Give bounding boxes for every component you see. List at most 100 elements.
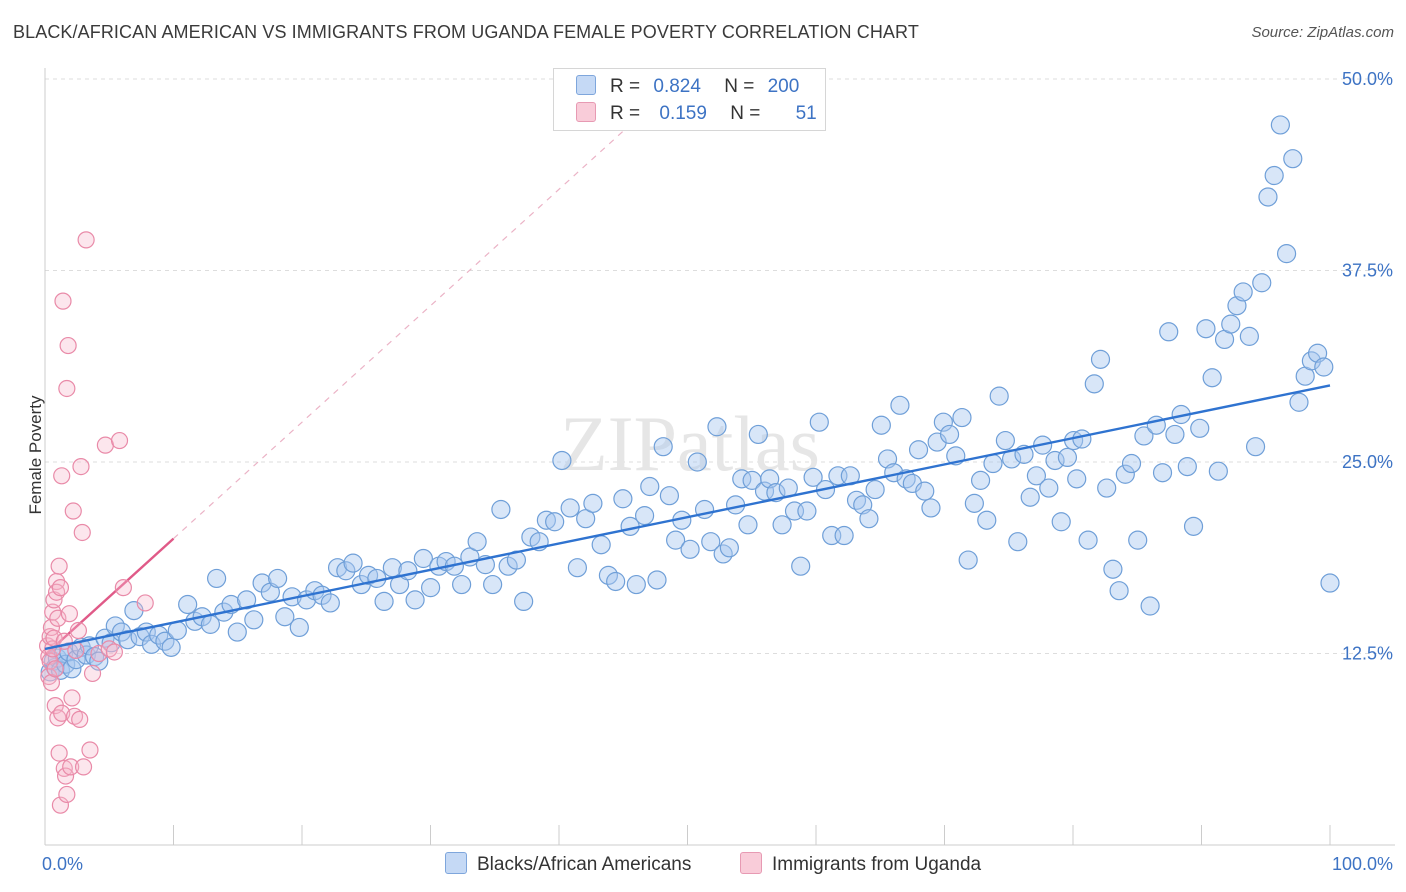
blacks-point: [1208, 461, 1228, 481]
blacks-point: [1165, 424, 1185, 445]
uganda-point: [54, 292, 72, 310]
blacks-point: [701, 532, 721, 552]
blacks-point: [1097, 478, 1117, 498]
blacks-point: [995, 430, 1015, 451]
blacks-point: [1121, 453, 1142, 474]
blacks-point: [1084, 374, 1104, 394]
blacks-point: [343, 553, 363, 573]
blacks-point: [939, 424, 960, 445]
uganda-trend: [44, 78, 682, 656]
blacks-point: [1115, 464, 1135, 484]
blacks-point: [1245, 437, 1266, 457]
blacks-point: [1202, 368, 1222, 388]
blacks-point: [576, 509, 596, 529]
uganda-point: [50, 557, 68, 575]
uganda-point: [110, 431, 129, 450]
uganda-point: [83, 664, 102, 683]
blacks-point: [1072, 429, 1092, 449]
uganda-point: [105, 643, 123, 661]
uganda-point: [114, 579, 132, 597]
uganda-point: [81, 741, 99, 759]
blacks-point: [1008, 532, 1028, 552]
legend-r-label: R =: [610, 76, 641, 97]
blacks-point: [236, 590, 257, 610]
blacks-point: [1128, 530, 1148, 550]
blacks-point: [421, 578, 441, 598]
blacks-point: [732, 469, 752, 489]
blacks-point: [977, 510, 997, 530]
blacks-point: [606, 571, 626, 592]
blacks-point: [1140, 596, 1160, 616]
blacks-point: [653, 437, 673, 457]
blacks-point: [1020, 487, 1040, 507]
blacks-trend-line: [44, 384, 1331, 651]
y-tick-label: 37.5%: [1342, 261, 1393, 281]
uganda-point: [58, 785, 76, 804]
blacks-point: [591, 535, 611, 555]
blacks-point: [1177, 456, 1197, 477]
legend-r-label: R =: [610, 103, 641, 124]
uganda-point: [58, 379, 76, 398]
uganda-point: [71, 710, 89, 728]
blacks-point: [1270, 115, 1290, 135]
blacks-point: [626, 574, 646, 595]
blacks-point: [1045, 450, 1065, 471]
uganda-point: [56, 767, 75, 785]
blacks-point: [1233, 282, 1253, 302]
blacks-point: [958, 550, 978, 570]
legend-n-label: N =: [730, 103, 761, 124]
blacks-point: [1039, 478, 1059, 498]
uganda-point: [62, 758, 80, 776]
blacks-point: [634, 506, 655, 526]
blacks-point: [320, 593, 340, 613]
source-label: Source: ZipAtlas.com: [1251, 24, 1394, 41]
blacks-point: [647, 570, 667, 590]
blacks-point: [452, 574, 472, 595]
uganda-point: [73, 523, 91, 542]
blacks-point: [859, 509, 879, 529]
legend-row-blacks: R = 0.824 N = 200: [576, 75, 799, 98]
blacks-point: [1152, 463, 1173, 483]
blacks-point: [921, 498, 941, 518]
blacks-point: [1159, 322, 1179, 342]
blacks-point: [809, 412, 829, 432]
x-tick-label-min: 0.0%: [42, 854, 83, 874]
uganda-trend-line: [44, 537, 175, 656]
legend-n-value: 51: [795, 103, 817, 124]
blacks-point: [1252, 273, 1272, 293]
blacks-point: [178, 594, 198, 615]
blacks-point: [560, 498, 580, 518]
blacks-point: [207, 568, 227, 589]
blacks-point: [1239, 326, 1259, 346]
uganda-point: [51, 796, 70, 814]
bottom-legend-uganda: Immigrants from Uganda: [740, 852, 981, 876]
blacks-point: [983, 453, 1003, 474]
uganda-point: [77, 231, 95, 249]
blacks-point: [666, 530, 686, 550]
legend-n-value: 200: [767, 76, 800, 97]
y-tick-label: 25.0%: [1342, 452, 1393, 472]
blacks-point: [413, 548, 433, 569]
blacks-point: [1301, 351, 1321, 371]
legend-r-value: 0.159: [659, 103, 707, 124]
blacks-point: [989, 386, 1009, 406]
legend-swatch-blacks: [576, 75, 596, 95]
uganda-point: [63, 689, 81, 707]
blacks-point: [1183, 516, 1204, 536]
bottom-legend-swatch-uganda: [740, 852, 762, 874]
blacks-point: [915, 481, 935, 501]
blacks-point: [1103, 559, 1123, 579]
bottom-legend-swatch-blacks: [445, 852, 467, 874]
blacks-point: [583, 493, 603, 513]
blacks-point: [161, 637, 181, 657]
blacks-point: [871, 415, 891, 435]
blacks-point: [227, 622, 247, 642]
blacks-trend: [44, 384, 1331, 651]
uganda-point: [74, 758, 93, 776]
blacks-point: [791, 556, 811, 576]
uganda-point: [64, 502, 82, 520]
blacks-point: [687, 452, 707, 472]
blacks-point: [491, 499, 511, 520]
blacks-point: [268, 568, 288, 589]
